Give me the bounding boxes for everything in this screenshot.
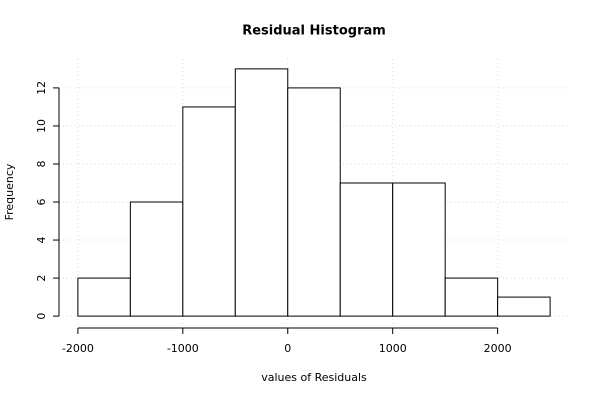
y-tick-label: 2 bbox=[35, 275, 48, 282]
bar bbox=[392, 182, 446, 317]
y-tick-label: 10 bbox=[35, 119, 48, 133]
bar bbox=[444, 277, 499, 317]
bar bbox=[77, 277, 131, 317]
y-tick-label: 12 bbox=[35, 81, 48, 95]
bar bbox=[287, 87, 341, 317]
x-tick-label: -2000 bbox=[62, 342, 94, 355]
y-tick-label: 0 bbox=[35, 313, 48, 320]
bar bbox=[497, 296, 551, 317]
x-tick-label: 1000 bbox=[379, 342, 407, 355]
bar bbox=[129, 201, 184, 317]
x-tick-label: -1000 bbox=[167, 342, 199, 355]
bar bbox=[182, 106, 236, 317]
x-axis-label: values of Residuals bbox=[261, 371, 367, 384]
y-tick-label: 4 bbox=[35, 237, 48, 244]
y-axis-label: Frequency bbox=[3, 163, 16, 220]
y-tick-label: 6 bbox=[35, 199, 48, 206]
x-tick-label: 0 bbox=[284, 342, 291, 355]
chart-title: Residual Histogram bbox=[242, 24, 386, 39]
bar bbox=[234, 68, 289, 317]
bar bbox=[339, 182, 394, 317]
y-tick-label: 8 bbox=[35, 160, 48, 167]
x-tick-label: 2000 bbox=[484, 342, 512, 355]
